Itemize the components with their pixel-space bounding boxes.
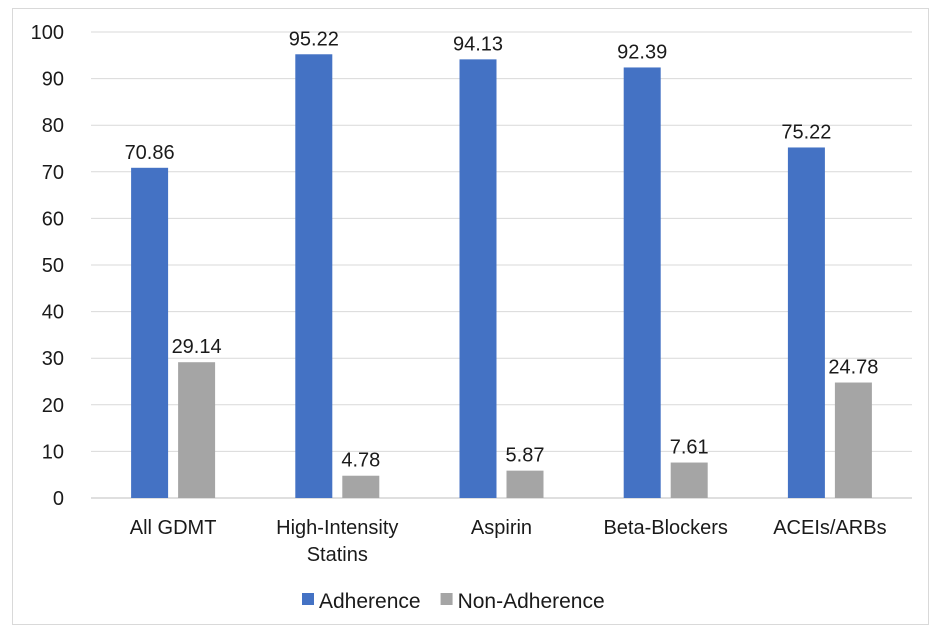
legend-label: Non-Adherence [458, 590, 605, 613]
data-label: 5.87 [506, 445, 545, 467]
y-tick-label: 20 [42, 395, 64, 417]
data-labels: 70.86 29.14 95.22 4.78 94.13 5.87 92.39 7.61 75.… [125, 28, 879, 471]
x-category-label: Beta-Blockers [603, 517, 728, 539]
bar-non-adherence-2 [506, 470, 544, 498]
bar-non-adherence-1 [342, 475, 380, 498]
y-tick-label: 50 [42, 255, 64, 277]
data-label: 92.39 [617, 41, 667, 63]
data-label: 29.14 [172, 336, 222, 358]
legend-label: Adherence [319, 590, 421, 613]
data-label: 7.61 [670, 437, 709, 459]
bars [131, 54, 872, 499]
y-tick-label: 60 [42, 208, 64, 230]
y-tick-label: 0 [53, 488, 64, 510]
y-tick-label: 10 [42, 441, 64, 463]
bar-non-adherence-0 [178, 362, 216, 498]
bar-adherence-4 [787, 147, 825, 498]
x-category-label: Aspirin [471, 517, 532, 539]
legend: Adherence Non-Adherence [302, 590, 605, 613]
x-axis: All GDMT High-Intensity Statins Aspirin Beta… [130, 517, 887, 566]
y-tick-label: 30 [42, 348, 64, 370]
x-category-label: ACEIs/ARBs [773, 517, 886, 539]
y-tick-label: 90 [42, 69, 64, 91]
bar-adherence-2 [459, 59, 497, 499]
x-category-label: High-Intensity Statins [276, 517, 398, 566]
y-axis: 0 10 20 30 40 50 60 70 80 90 100 [31, 22, 64, 510]
data-label: 95.22 [289, 28, 339, 50]
bar-adherence-3 [623, 67, 661, 499]
data-label: 24.78 [828, 357, 878, 379]
gridlines [91, 31, 912, 499]
data-label: 4.78 [341, 450, 380, 472]
legend-swatch-non-adherence [440, 593, 453, 605]
legend-swatch-adherence [302, 593, 314, 605]
data-label: 70.86 [125, 142, 175, 164]
bar-non-adherence-3 [670, 462, 708, 498]
x-category-label: All GDMT [130, 517, 217, 539]
bar-adherence-1 [295, 54, 333, 498]
data-label: 94.13 [453, 33, 503, 55]
bar-adherence-0 [131, 167, 169, 498]
bar-non-adherence-4 [834, 382, 872, 498]
y-tick-label: 70 [42, 162, 64, 184]
y-tick-label: 40 [42, 302, 64, 324]
y-tick-label: 100 [31, 22, 64, 44]
data-label: 75.22 [781, 121, 831, 143]
y-tick-label: 80 [42, 115, 64, 137]
